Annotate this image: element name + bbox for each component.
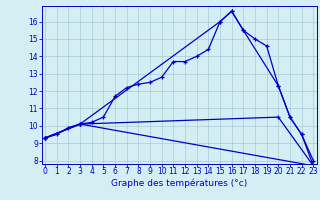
X-axis label: Graphe des températures (°c): Graphe des températures (°c) bbox=[111, 179, 247, 188]
